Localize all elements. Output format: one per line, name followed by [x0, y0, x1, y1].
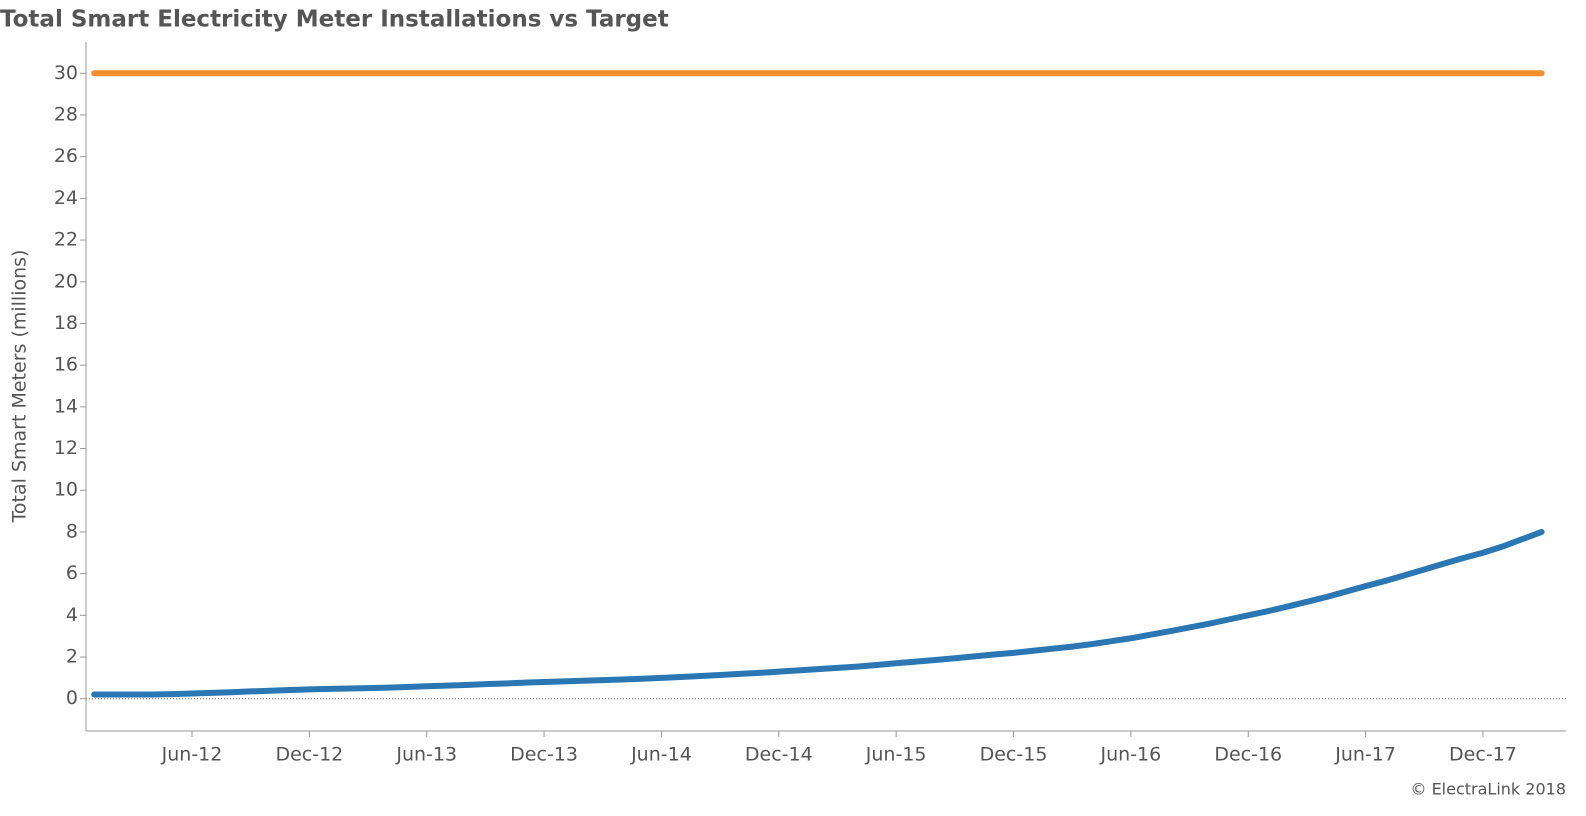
y-tick-label: 12	[54, 437, 78, 459]
y-tick-label: 2	[66, 646, 78, 668]
x-tick-label: Dec-16	[1214, 744, 1282, 766]
x-tick-label: Jun-13	[395, 744, 457, 766]
x-tick-label: Jun-14	[630, 744, 692, 766]
y-axis-label: Total Smart Meters (millions)	[9, 250, 31, 524]
y-tick-label: 24	[54, 187, 78, 209]
y-tick-label: 8	[66, 520, 78, 542]
y-tick-label: 18	[54, 312, 78, 334]
y-tick-label: 6	[66, 562, 78, 584]
y-tick-label: 20	[54, 270, 78, 292]
footnote: © ElectraLink 2018	[1410, 780, 1566, 799]
x-tick-label: Jun-15	[865, 744, 927, 766]
x-tick-label: Dec-13	[510, 744, 578, 766]
x-tick-label: Jun-16	[1100, 744, 1162, 766]
series-line	[91, 528, 1545, 698]
x-tick-label: Jun-17	[1334, 744, 1396, 766]
x-tick-label: Dec-12	[275, 744, 343, 766]
x-tick-label: Dec-17	[1449, 744, 1517, 766]
y-tick-label: 4	[66, 604, 78, 626]
y-tick-label: 0	[66, 687, 78, 709]
y-tick-label: 26	[54, 145, 78, 167]
chart-title: Total Smart Electricity Meter Installati…	[0, 7, 669, 33]
y-tick-label: 22	[54, 229, 78, 251]
x-tick-label: Dec-15	[980, 744, 1048, 766]
x-tick-label: Jun-12	[161, 744, 223, 766]
y-tick-label: 30	[54, 62, 78, 84]
y-tick-label: 16	[54, 354, 78, 376]
y-tick-label: 10	[54, 479, 78, 501]
y-tick-label: 14	[54, 395, 78, 417]
x-tick-label: Dec-14	[745, 744, 813, 766]
y-tick-label: 28	[54, 103, 78, 125]
